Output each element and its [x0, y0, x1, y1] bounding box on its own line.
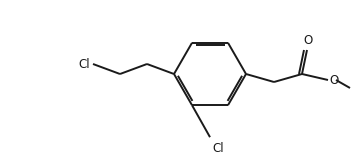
Text: Cl: Cl [78, 57, 90, 71]
Text: O: O [329, 74, 338, 86]
Text: Cl: Cl [212, 142, 223, 152]
Text: O: O [303, 34, 313, 47]
